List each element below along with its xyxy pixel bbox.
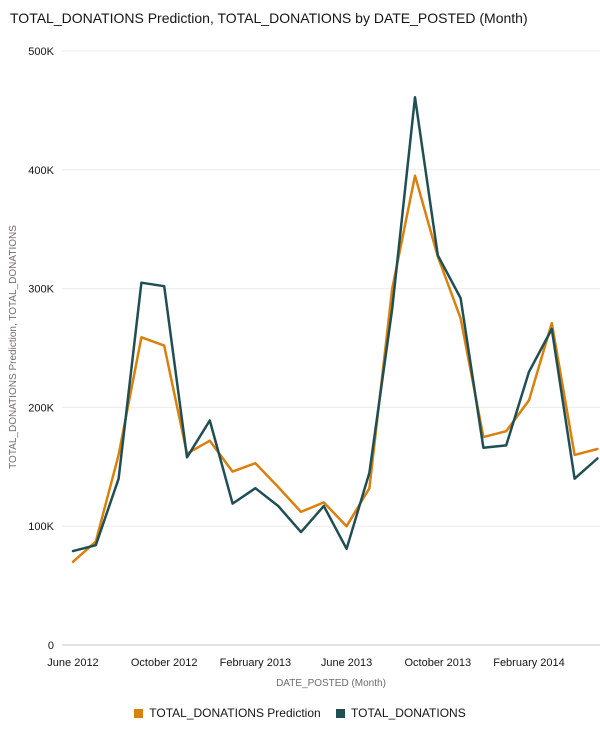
chart-title: TOTAL_DONATIONS Prediction, TOTAL_DONATI… bbox=[10, 10, 528, 26]
legend: TOTAL_DONATIONS Prediction TOTAL_DONATIO… bbox=[0, 706, 600, 721]
x-tick-label: October 2012 bbox=[131, 657, 198, 669]
series-lines[interactable] bbox=[71, 96, 599, 564]
legend-swatch-total-donations bbox=[336, 708, 346, 718]
x-tick-label: February 2013 bbox=[220, 657, 292, 669]
series-line-total-donations[interactable] bbox=[71, 96, 599, 553]
y-tick-label: 200K bbox=[28, 402, 54, 414]
legend-label-total-donations: TOTAL_DONATIONS bbox=[351, 706, 466, 720]
legend-swatch-prediction bbox=[134, 708, 144, 718]
x-tick-label: February 2014 bbox=[493, 657, 565, 669]
x-tick-label: June 2012 bbox=[47, 657, 98, 669]
y-axis-ticks: 0 100K 200K 300K 400K 500K bbox=[28, 46, 54, 652]
legend-item-total-donations[interactable]: TOTAL_DONATIONS bbox=[336, 706, 466, 720]
y-tick-label: 300K bbox=[28, 284, 54, 296]
line-chart[interactable]: 0 100K 200K 300K 400K 500K June 2012 October 2… bbox=[0, 0, 600, 700]
y-tick-label: 100K bbox=[28, 521, 54, 533]
legend-item-prediction[interactable]: TOTAL_DONATIONS Prediction bbox=[134, 706, 321, 720]
legend-label-prediction: TOTAL_DONATIONS Prediction bbox=[149, 706, 321, 720]
x-tick-label: October 2013 bbox=[404, 657, 471, 669]
x-axis-ticks: June 2012 October 2012 February 2013 June 2… bbox=[47, 657, 564, 669]
x-tick-label: June 2013 bbox=[321, 657, 372, 669]
gridlines bbox=[62, 50, 600, 646]
series-line-prediction[interactable] bbox=[71, 174, 599, 564]
y-axis-title: TOTAL_DONATIONS Prediction, TOTAL_DONATI… bbox=[8, 225, 19, 469]
y-tick-label: 400K bbox=[28, 165, 54, 177]
y-tick-label: 500K bbox=[28, 46, 54, 58]
y-tick-label: 0 bbox=[48, 640, 54, 652]
x-axis-title: DATE_POSTED (Month) bbox=[276, 678, 386, 689]
